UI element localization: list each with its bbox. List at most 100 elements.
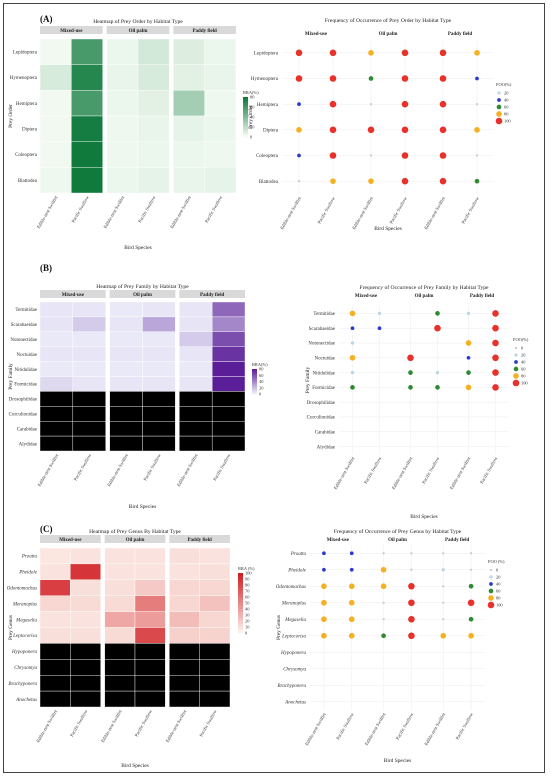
- facet-label-mixed-use: Mixed-use: [60, 29, 83, 34]
- heat-cell: [72, 421, 106, 437]
- y-tick-label: Hypoponera: [11, 650, 37, 655]
- heat-cell: [71, 38, 103, 65]
- legend-key: [489, 582, 493, 586]
- heat-cell: [204, 141, 237, 168]
- legend-gradient-step: [238, 591, 243, 595]
- heat-cell: [39, 391, 74, 407]
- legend-gradient-step: [252, 370, 257, 372]
- legend-tick: 20: [504, 91, 509, 96]
- heat-cell: [137, 115, 170, 142]
- foo-point: [492, 310, 499, 317]
- heat-cell: [134, 643, 166, 660]
- dotplot-title: Frequency of Occurrence of Prey Genus by…: [334, 528, 462, 535]
- heat-cell: [106, 167, 139, 194]
- heat-cell: [39, 627, 71, 644]
- y-tick-label: Hymenoptera: [10, 76, 38, 81]
- legend-gradient-step: [238, 594, 243, 598]
- legend-key: [513, 366, 519, 372]
- dotplot-title: Frequency of Occurrence of Prey Order by…: [325, 17, 452, 24]
- foo-point: [350, 326, 355, 331]
- foo-point: [466, 370, 471, 375]
- heat-cell: [173, 167, 205, 194]
- heat-cell: [169, 690, 200, 708]
- foo-point: [322, 567, 326, 572]
- legend-tick: 80: [496, 596, 501, 601]
- foo-point: [467, 599, 475, 607]
- heat-cell: [71, 141, 103, 168]
- heat-cell: [39, 115, 72, 142]
- heat-cell: [199, 659, 231, 676]
- heat-cell: [199, 675, 231, 692]
- foo-point: [440, 632, 447, 639]
- heat-cell: [39, 38, 72, 65]
- legend-key: [488, 588, 494, 594]
- heat-cell: [70, 690, 101, 708]
- heat-cell: [169, 659, 200, 676]
- foo-point: [468, 583, 474, 589]
- foo-point: [466, 311, 471, 315]
- heat-cell: [211, 331, 246, 347]
- heat-cell: [179, 435, 213, 452]
- legend-tick: 30: [245, 613, 250, 618]
- legend-gradient-step: [238, 600, 243, 604]
- legend-key: [489, 568, 493, 572]
- foo-point: [322, 551, 326, 556]
- heat-cell: [134, 659, 166, 676]
- heatmap-title: Heatmap of Prey Order by Habitat Type: [93, 18, 183, 25]
- foo-point: [474, 178, 480, 184]
- heat-cell: [39, 90, 72, 117]
- heat-cell: [72, 301, 106, 318]
- x-tick-label: Edible-nest Swiftlet: [35, 708, 58, 743]
- heat-cell: [173, 115, 205, 142]
- foo-point: [381, 633, 386, 639]
- y-tick-label: Drosophilidae: [307, 401, 336, 406]
- heat-cell: [179, 391, 213, 407]
- foo-point: [321, 616, 327, 623]
- facet-strip: [40, 290, 106, 298]
- heat-cell: [39, 643, 71, 660]
- foo-point: [380, 583, 387, 590]
- y-tick-label: Hemiptera: [16, 102, 38, 107]
- foo-point: [435, 311, 440, 316]
- heatmap-4: Heatmap of Prey Genus By Habitat Type Mix…: [7, 528, 255, 769]
- panel-label-2: (C): [40, 524, 53, 534]
- foo-point: [329, 152, 337, 159]
- heat-cell: [204, 64, 237, 91]
- heat-cell: [72, 361, 106, 377]
- y-axis-title: Prey Order: [8, 104, 14, 128]
- heat-cell: [179, 316, 213, 332]
- foo-point: [410, 568, 413, 571]
- heat-cell: [142, 435, 176, 452]
- heat-cell: [142, 346, 176, 362]
- y-axis-title: Prey Family: [305, 366, 311, 393]
- y-tick-label: Noctuidae: [16, 353, 37, 358]
- legend-gradient-step: [238, 585, 243, 589]
- facet-strip: [169, 535, 230, 543]
- heat-cell: [199, 595, 231, 612]
- y-tick-label: Brachyponera: [277, 684, 306, 689]
- legend-tick: 0: [250, 135, 253, 140]
- heat-cell: [39, 64, 72, 91]
- x-tick-label: Pacific Swallow: [204, 194, 224, 223]
- foo-point: [382, 618, 385, 621]
- legend-gradient-step: [252, 371, 257, 374]
- facet-label-paddy-field: Paddy field: [200, 293, 225, 298]
- x-tick-label: Edible-nest Swiftlet: [176, 452, 199, 487]
- y-tick-label: Carabidae: [17, 427, 38, 432]
- heat-cell: [109, 331, 143, 347]
- foo-point: [410, 552, 413, 555]
- heat-cell: [39, 659, 71, 676]
- legend-tick: 70: [245, 589, 250, 594]
- facet-strip: [40, 535, 101, 543]
- legend-tick: 80: [250, 95, 255, 100]
- foo-point: [441, 568, 445, 572]
- y-tick-label: Meranoplus: [281, 601, 306, 606]
- heat-cell: [179, 376, 213, 392]
- heat-cell: [211, 301, 246, 318]
- heat-cell: [106, 141, 139, 168]
- legend-tick: 0: [496, 568, 499, 573]
- heat-cell: [142, 361, 176, 377]
- heat-cell: [179, 361, 213, 377]
- legend-gradient-step: [243, 127, 248, 130]
- legend-tick: 90: [245, 577, 250, 582]
